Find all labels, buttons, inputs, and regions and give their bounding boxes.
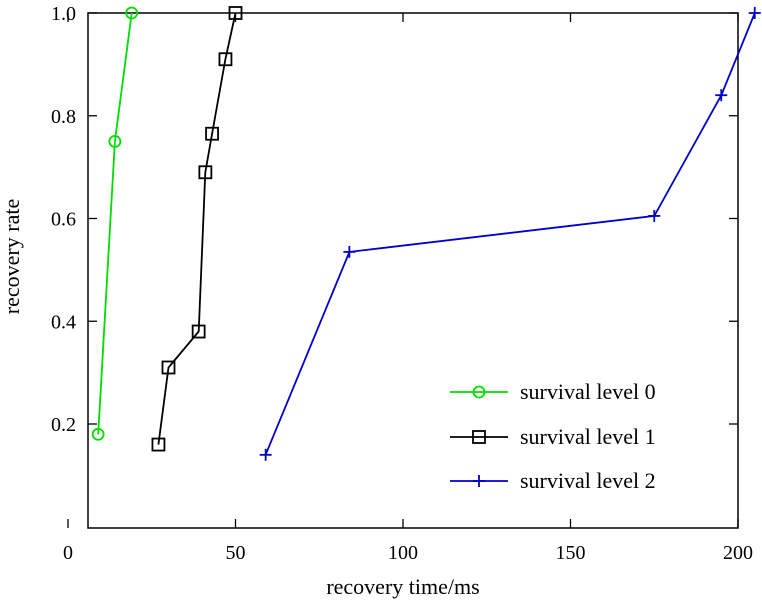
data-point-plus (748, 7, 761, 19)
legend-label: survival level 2 (520, 468, 656, 493)
legend-label: survival level 0 (520, 379, 656, 404)
data-point-square (228, 6, 243, 20)
data-point-square (151, 437, 166, 452)
series-1 (151, 6, 243, 452)
series-line (264, 12, 756, 456)
data-point-circle (108, 135, 122, 148)
data-point-plus (259, 448, 272, 461)
x-tick-label: 50 (226, 542, 246, 564)
series-layer (91, 6, 761, 461)
data-point-circle (125, 6, 139, 20)
legend: survival level 0 survival level 1 survival… (450, 379, 656, 493)
legend-entry: survival level 1 (450, 424, 656, 449)
series-2 (259, 7, 761, 461)
data-point-circle (91, 427, 105, 441)
x-tick-label: 0 (63, 542, 73, 564)
x-tick-label: 200 (723, 542, 753, 564)
y-tick-label: 0.4 (51, 311, 76, 333)
data-point-square (472, 430, 486, 444)
data-point-plus (343, 245, 356, 258)
data-point-square (218, 52, 233, 67)
legend-entry: survival level 2 (450, 468, 656, 493)
data-point-square (205, 126, 219, 141)
legend-entry: survival level 0 (450, 379, 656, 404)
y-tick-label: 0.6 (51, 209, 76, 231)
x-tick-label: 100 (388, 542, 418, 564)
plot-border (87, 12, 739, 529)
data-point-square (161, 360, 176, 375)
data-point-square (198, 165, 213, 180)
y-axis: 0.2 0.4 0.6 0.8 1.0 (51, 3, 738, 436)
y-tick-label: 1.0 (51, 3, 76, 25)
data-point-plus (715, 89, 728, 102)
y-axis-title: recovery rate (0, 199, 24, 314)
legend-label: survival level 1 (520, 424, 656, 449)
x-axis: 0 50 100 150 200 (63, 13, 753, 564)
series-line (97, 12, 133, 435)
plot-frame (87, 12, 739, 529)
data-point-circle (472, 385, 486, 399)
series-line (157, 12, 237, 445)
series-0 (91, 6, 139, 441)
data-point-square (191, 324, 206, 339)
x-tick-label: 150 (556, 542, 586, 564)
y-tick-label: 0.2 (51, 414, 76, 436)
data-point-plus (648, 209, 661, 222)
y-tick-label: 0.8 (51, 106, 76, 128)
x-axis-title: recovery time/ms (326, 574, 479, 599)
data-point-plus (473, 475, 485, 487)
